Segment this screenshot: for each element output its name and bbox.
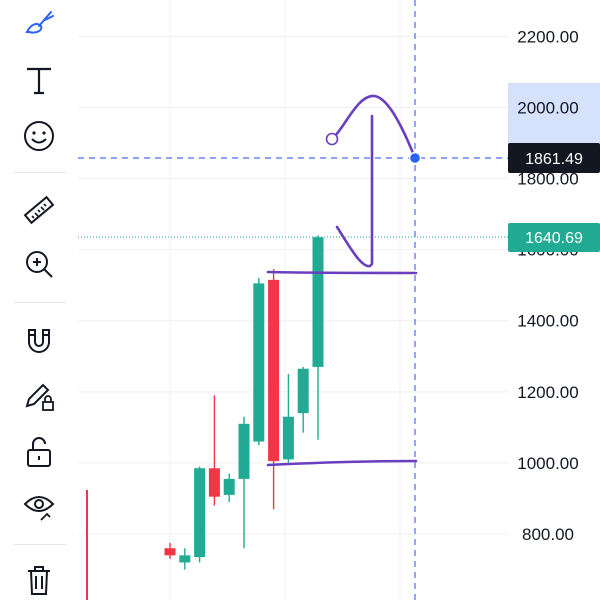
drawing-anchor-handle[interactable]: [325, 132, 339, 146]
eye-visibility-icon: [23, 496, 55, 521]
candle-body[interactable]: [194, 468, 206, 558]
brush-bottom-line: [266, 459, 418, 467]
drawing-toolbar: [0, 0, 78, 600]
candle-body[interactable]: [282, 416, 294, 460]
crosshair-price-badge: 1861.49: [508, 143, 600, 173]
text-tool-button[interactable]: [12, 58, 66, 102]
candle-body[interactable]: [312, 237, 324, 367]
price-axis-label: 2000.00: [517, 98, 578, 117]
price-axis-label: 1800.00: [517, 170, 578, 189]
candle-body[interactable]: [164, 548, 176, 556]
delete-drawings-button[interactable]: [12, 558, 66, 602]
emoji-tool-icon: [24, 121, 54, 151]
crosshair-price-label: 1861.49: [525, 151, 583, 168]
candle-body[interactable]: [297, 368, 309, 414]
zoom-in-tool-icon: [26, 251, 53, 278]
candle-body[interactable]: [238, 423, 250, 479]
zoom-in-tool-button[interactable]: [12, 242, 66, 286]
toolbar-divider: [14, 302, 66, 303]
candle-body[interactable]: [223, 478, 235, 495]
magnet-tool-button[interactable]: [12, 318, 66, 362]
lock-drawings-button[interactable]: [12, 374, 66, 418]
unlock-icon: [27, 437, 51, 467]
emoji-tool-button[interactable]: [12, 114, 66, 158]
candle-body[interactable]: [208, 468, 220, 497]
price-axis-label: 1400.00: [517, 312, 578, 331]
last-price-label: 1640.69: [525, 230, 583, 247]
price-chart[interactable]: 2200.002000.001800.001600.001400.001200.…: [78, 0, 600, 600]
candle-body[interactable]: [268, 279, 280, 462]
text-tool-icon: [27, 67, 51, 95]
brush-arrow: [335, 114, 374, 268]
brush-top-line: [266, 270, 418, 275]
magnet-tool-icon: [28, 329, 50, 353]
price-axis-label: 2200.00: [517, 27, 578, 46]
eye-visibility-button[interactable]: [12, 484, 66, 528]
price-axis-label: 1000.00: [517, 454, 578, 473]
brush-arc: [332, 94, 417, 160]
lock-drawings-pencil-icon: [25, 383, 54, 411]
ruler-tool-icon: [23, 195, 55, 225]
ruler-tool-button[interactable]: [12, 188, 66, 232]
brush-drawings[interactable]: [266, 94, 418, 467]
price-axis-label: 1200.00: [517, 383, 578, 402]
brush-tool-icon: [25, 11, 54, 34]
brush-tool-button[interactable]: [12, 0, 66, 44]
trash-icon: [28, 566, 50, 595]
candle-body[interactable]: [253, 283, 265, 442]
toolbar-divider: [14, 544, 66, 545]
price-axis-label: 800.00: [522, 525, 574, 544]
crosshair-point[interactable]: [408, 151, 422, 165]
candlestick-series[interactable]: [164, 235, 324, 570]
unlock-button[interactable]: [12, 430, 66, 474]
chart-canvas[interactable]: 2200.002000.001800.001600.001400.001200.…: [78, 0, 600, 600]
vertical-grid: [169, 0, 401, 600]
toolbar-divider: [14, 172, 66, 173]
candle-body[interactable]: [179, 555, 191, 563]
last-price-badge: 1640.69: [508, 223, 600, 252]
